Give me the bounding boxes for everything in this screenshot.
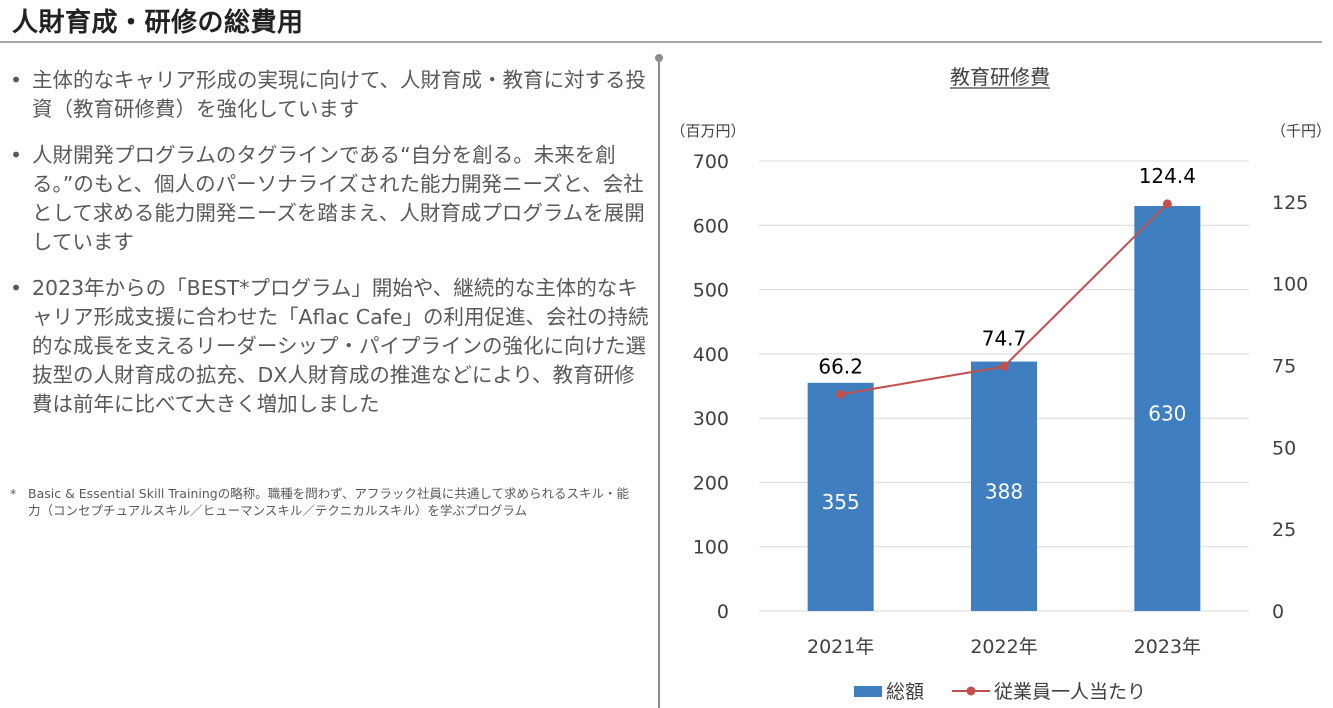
page-title: 人財育成・研修の総費用 [12, 8, 304, 38]
bullet-item: • 人財開発プログラムのタグラインである“自分を創る。未来を創る。”のもと、個人… [10, 141, 650, 257]
bullet-text: 主体的なキャリア形成の実現に向けて、人財育成・教育に対する投資（教育研修費）を強… [32, 68, 646, 121]
left-axis-tick-label: 600 [693, 215, 729, 237]
x-axis-category-label: 2021年 [807, 636, 874, 658]
bullet-text: 2023年からの「BEST*プログラム」開始や、継続的な主体的なキャリア形成支援… [32, 276, 649, 416]
training-cost-chart: 教育研修費 （百万円） （千円） 0 100 200 300 400 500 600 700 0 25 5… [670, 65, 1331, 703]
left-axis-tick-label: 300 [693, 408, 729, 430]
right-axis-tick-label: 75 [1272, 356, 1296, 378]
left-axis-tick-label: 200 [693, 472, 729, 494]
bar-value-label: 630 [1148, 402, 1186, 426]
footnote: * Basic & Essential Skill Trainingの略称。職種… [10, 485, 630, 519]
bar-value-label: 355 [822, 490, 860, 514]
bar-value-label: 388 [985, 479, 1023, 503]
x-axis-category-label: 2023年 [1134, 636, 1201, 658]
title-rule [0, 41, 1322, 43]
right-axis-unit: （千円） [1271, 122, 1331, 140]
left-axis-unit: （百万円） [670, 122, 745, 140]
line-point [1162, 199, 1172, 209]
right-axis-tick-label: 100 [1272, 274, 1308, 296]
divider-dot [655, 54, 663, 62]
bar-2021年 [807, 382, 874, 611]
left-axis-tick-label: 100 [693, 537, 729, 559]
legend-marker-per-employee [966, 686, 976, 696]
footnote-marker: * [10, 486, 17, 501]
left-axis-tick-label: 500 [693, 280, 729, 302]
left-axis-tick-label: 400 [693, 344, 729, 366]
left-axis-tick-label: 700 [693, 151, 729, 173]
divider-line [658, 60, 660, 708]
bullet-marker: • [10, 143, 23, 167]
bullet-item: • 2023年からの「BEST*プログラム」開始や、継続的な主体的なキャリア形成… [10, 274, 650, 419]
line-value-label: 66.2 [818, 354, 863, 378]
bar-2022年 [971, 361, 1037, 611]
legend-swatch-total [854, 686, 882, 697]
right-axis-tick-label: 125 [1272, 192, 1308, 214]
line-value-label: 74.7 [982, 327, 1027, 351]
right-axis-tick-label: 0 [1272, 601, 1284, 623]
bullet-text: 人財開発プログラムのタグラインである“自分を創る。未来を創る。”のもと、個人のパ… [32, 143, 645, 254]
x-axis-category-label: 2022年 [970, 636, 1037, 658]
footnote-text: Basic & Essential Skill Trainingの略称。職種を問… [28, 486, 629, 518]
right-axis-tick-label: 25 [1272, 519, 1296, 541]
bullet-item: • 主体的なキャリア形成の実現に向けて、人財育成・教育に対する投資（教育研修費）… [10, 66, 650, 124]
bullet-marker: • [10, 68, 23, 92]
legend-label-total: 総額 [886, 681, 924, 703]
chart-title: 教育研修費 [950, 65, 1050, 89]
right-axis-tick-label: 50 [1272, 437, 1296, 459]
legend-label-per-employee: 従業員一人当たり [994, 681, 1146, 703]
bullet-list: • 主体的なキャリア形成の実現に向けて、人財育成・教育に対する投資（教育研修費）… [10, 66, 650, 436]
left-axis-tick-label: 0 [717, 601, 729, 623]
line-point [999, 362, 1009, 372]
bar-2023年 [1134, 206, 1201, 611]
line-value-label: 124.4 [1139, 164, 1196, 188]
bullet-marker: • [10, 276, 23, 300]
line-point [836, 389, 846, 399]
